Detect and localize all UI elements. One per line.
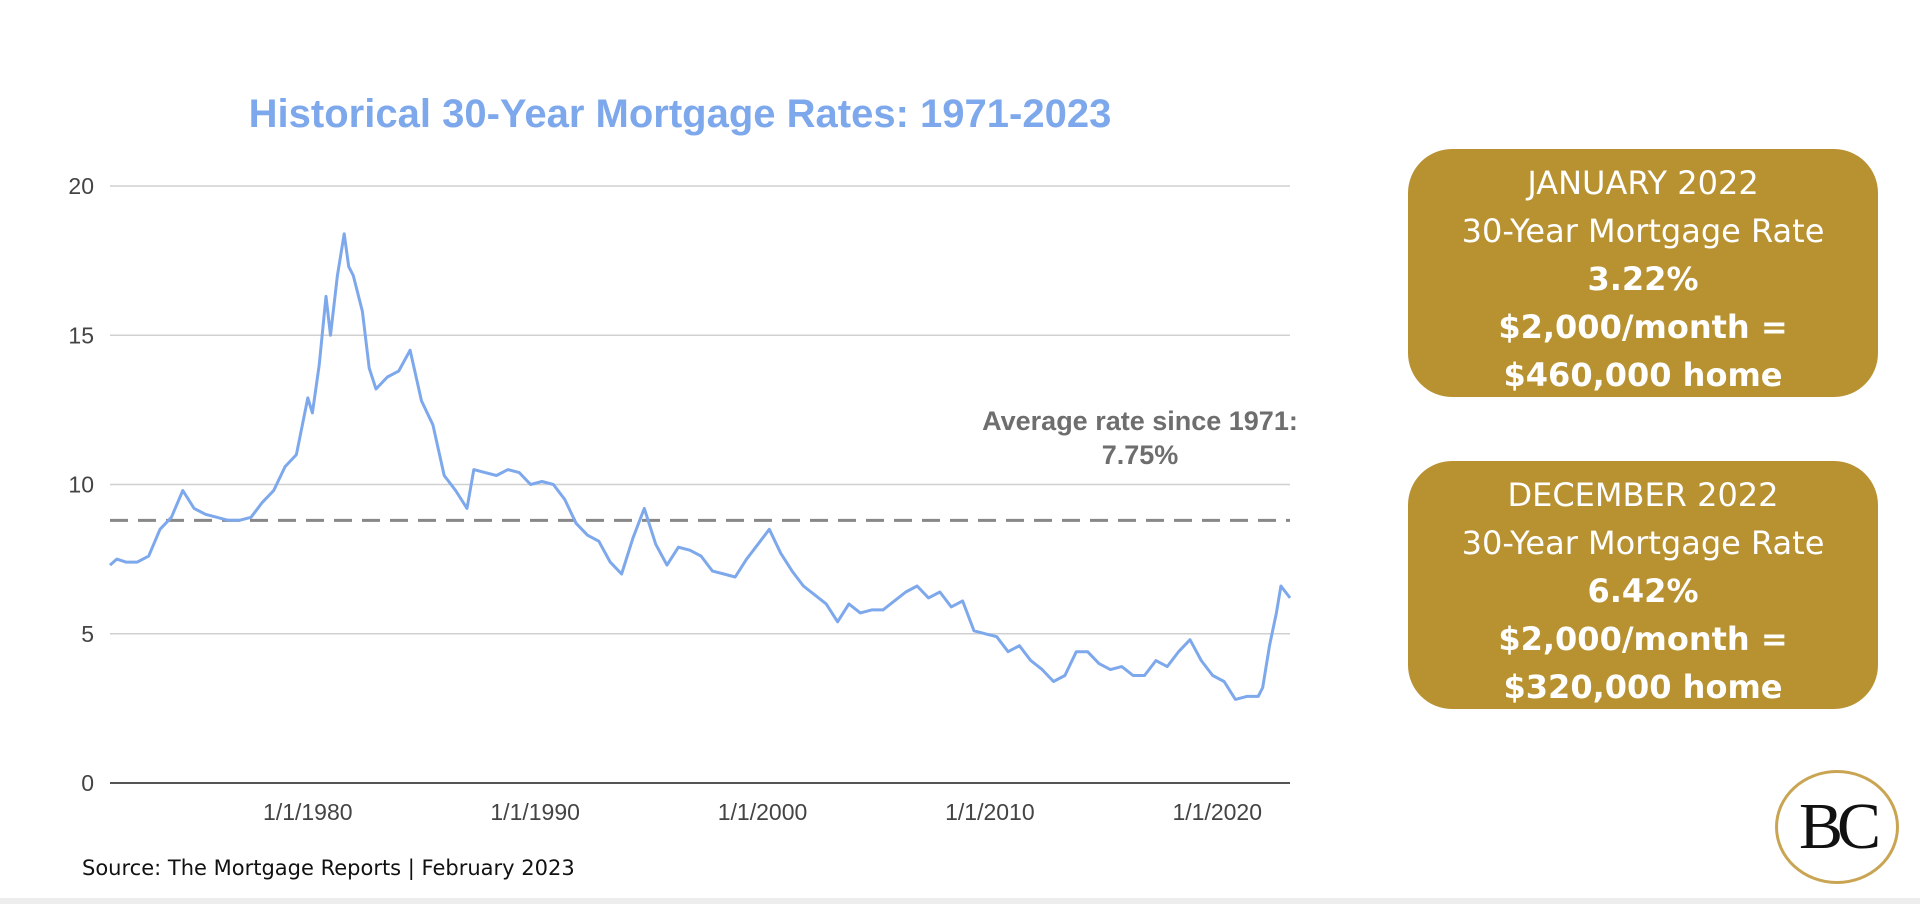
callout-subheading: 30-Year Mortgage Rate	[1461, 524, 1825, 562]
callout-payment: $2,000/month =	[1498, 620, 1788, 658]
callout-home-price: $320,000 home	[1503, 668, 1783, 706]
y-tick-label: 5	[81, 621, 94, 647]
y-tick-label: 10	[68, 472, 94, 498]
x-axis-ticks: 1/1/1980 1/1/1990 1/1/2000 1/1/2010 1/1/2020	[263, 799, 1262, 825]
callout-home-price: $460,000 home	[1503, 356, 1783, 394]
x-tick-label: 1/1/2020	[1172, 799, 1262, 825]
chart-gridlines	[110, 185, 1290, 784]
callout-payment: $2,000/month =	[1498, 308, 1788, 346]
callout-january-2022: JANUARY 2022 30-Year Mortgage Rate 3.22%…	[1408, 149, 1878, 397]
callout-rate: 3.22%	[1587, 260, 1699, 298]
callout-subheading: 30-Year Mortgage Rate	[1461, 212, 1825, 250]
callout-december-2022: DECEMBER 2022 30-Year Mortgage Rate 6.42…	[1408, 461, 1878, 709]
chart-title: Historical 30-Year Mortgage Rates: 1971-…	[248, 92, 1112, 136]
average-rate-annotation: Average rate since 1971: 7.75%	[860, 404, 1420, 472]
callout-rate: 6.42%	[1587, 572, 1699, 610]
y-axis-ticks: 0 5 10 15 20	[68, 173, 94, 796]
callout-heading: DECEMBER 2022	[1507, 476, 1779, 514]
x-tick-label: 1/1/1980	[263, 799, 353, 825]
x-tick-label: 1/1/2000	[718, 799, 808, 825]
bottom-divider	[0, 898, 1920, 904]
rate-series-line	[109, 232, 1292, 701]
y-tick-label: 0	[81, 770, 94, 796]
callout-heading: JANUARY 2022	[1527, 164, 1759, 202]
source-note: Source: The Mortgage Reports | February …	[82, 856, 575, 880]
y-tick-label: 20	[68, 173, 94, 199]
x-tick-label: 1/1/1990	[490, 799, 580, 825]
x-tick-label: 1/1/2010	[945, 799, 1035, 825]
annotation-line-1: Average rate since 1971:	[982, 406, 1298, 436]
annotation-line-2: 7.75%	[1101, 440, 1179, 470]
y-tick-label: 15	[68, 322, 94, 348]
bc-logo: BC	[1775, 770, 1899, 884]
